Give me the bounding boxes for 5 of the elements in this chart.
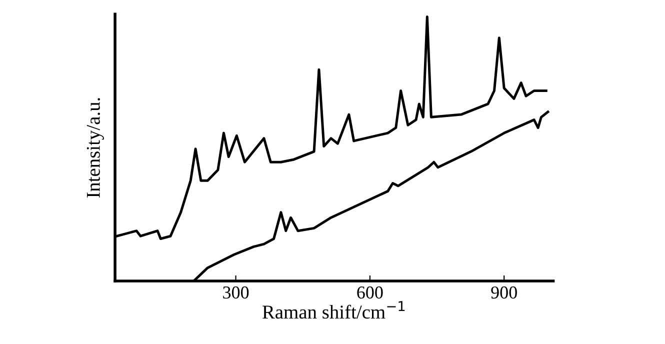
x-tick-label: 600 [357, 286, 383, 299]
x-tick-label: 300 [223, 286, 249, 299]
x-tick-label: 900 [491, 286, 517, 299]
x-axis-title: Raman shift/cm$^{−1}$ [262, 301, 405, 319]
y-axis-title: Intensity/a.u. [86, 98, 104, 198]
